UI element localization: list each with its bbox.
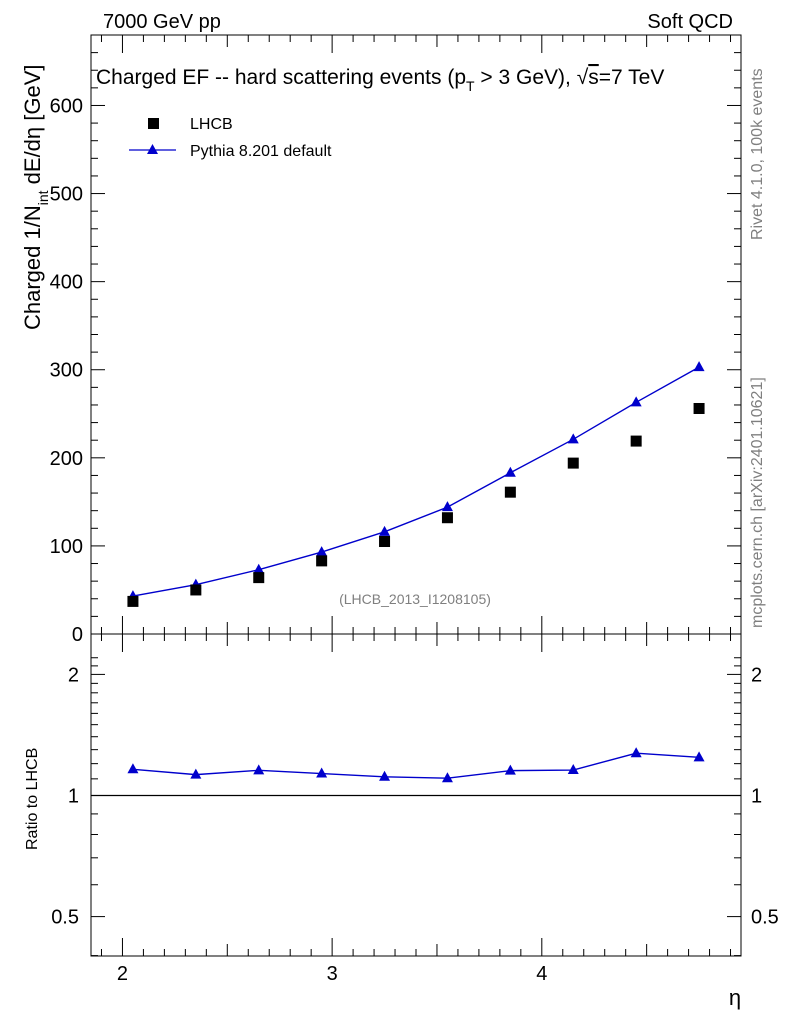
pythia-point xyxy=(316,546,328,557)
lhcb-point xyxy=(127,595,139,607)
lhcb-point xyxy=(190,584,202,596)
lhcb-point xyxy=(379,536,391,548)
main-plot-frame xyxy=(90,34,742,635)
legend-marker-pythia xyxy=(147,144,158,154)
ratio-y-tick-label-left: 1 xyxy=(68,786,79,808)
ratio-y-tick-label-right: 2 xyxy=(751,664,762,686)
y-tick-label: 500 xyxy=(50,184,83,206)
pythia-series-line xyxy=(132,366,700,597)
chart-legend: LHCB Pythia 8.201 default xyxy=(129,116,332,160)
ratio-point xyxy=(127,763,139,774)
ratio-point xyxy=(190,768,202,779)
ratio-point xyxy=(379,770,391,781)
ratio-point xyxy=(693,751,705,762)
main-axis-ticks: 0 100 200 300 400 500 600 xyxy=(50,35,741,646)
pythia-point xyxy=(693,361,705,372)
y-tick-label: 200 xyxy=(50,448,83,470)
ratio-axis-ticks: 2 3 4 0.5 0.5 1 1 2 2 xyxy=(51,634,779,985)
ratio-point xyxy=(441,772,453,783)
x-tick-label: 4 xyxy=(536,963,547,985)
ratio-y-tick-label-left: 0.5 xyxy=(51,907,79,929)
pythia-point xyxy=(253,563,265,574)
pythia-point xyxy=(630,396,642,407)
analysis-watermark: (LHCB_2013_I1208105) xyxy=(339,591,491,607)
ratio-point xyxy=(630,747,642,758)
ratio-y-tick-label-right: 0.5 xyxy=(751,907,779,929)
y-axis-label: Charged 1/Nint dE/dη [GeV] xyxy=(20,64,51,330)
pythia-point xyxy=(441,501,453,512)
y-tick-label: 400 xyxy=(50,272,83,294)
legend-label-pythia: Pythia 8.201 default xyxy=(190,143,332,160)
lhcb-point xyxy=(504,486,516,498)
lhcb-point xyxy=(693,402,705,414)
header-right: Soft QCD xyxy=(647,11,733,33)
lhcb-point xyxy=(441,512,453,524)
legend-marker-lhcb xyxy=(148,118,159,129)
legend-label-lhcb: LHCB xyxy=(190,116,233,133)
main-data-marks xyxy=(127,361,705,607)
x-axis-label: η xyxy=(729,985,741,1010)
rivet-label: Rivet 4.1.0, 100k events xyxy=(749,68,766,240)
lhcb-point xyxy=(316,555,328,567)
y-tick-label: 0 xyxy=(72,624,83,646)
header-left: 7000 GeV pp xyxy=(103,11,221,33)
ratio-point xyxy=(253,764,265,775)
mcplots-label: mcplots.cern.ch [arXiv:2401.10621] xyxy=(749,377,766,628)
ratio-point xyxy=(316,767,328,778)
lhcb-point xyxy=(253,572,265,584)
x-tick-label: 3 xyxy=(327,963,338,985)
pythia-point xyxy=(567,433,579,444)
x-tick-label: 2 xyxy=(117,963,128,985)
ratio-y-tick-label-left: 2 xyxy=(68,664,79,686)
ratio-y-axis-label: Ratio to LHCB xyxy=(24,748,41,850)
lhcb-point xyxy=(630,435,642,447)
ratio-y-tick-label-right: 1 xyxy=(751,786,762,808)
pythia-point xyxy=(379,525,391,536)
y-tick-label: 300 xyxy=(50,360,83,382)
y-tick-label: 600 xyxy=(50,95,83,117)
pythia-point xyxy=(504,466,516,477)
y-tick-label: 100 xyxy=(50,536,83,558)
ratio-series-line xyxy=(132,752,700,779)
chart-title: Charged EF -- hard scattering events (pT… xyxy=(96,66,664,94)
lhcb-point xyxy=(567,457,579,469)
ratio-point xyxy=(567,764,579,775)
ratio-point xyxy=(504,764,516,775)
ratio-data-marks xyxy=(127,747,705,783)
